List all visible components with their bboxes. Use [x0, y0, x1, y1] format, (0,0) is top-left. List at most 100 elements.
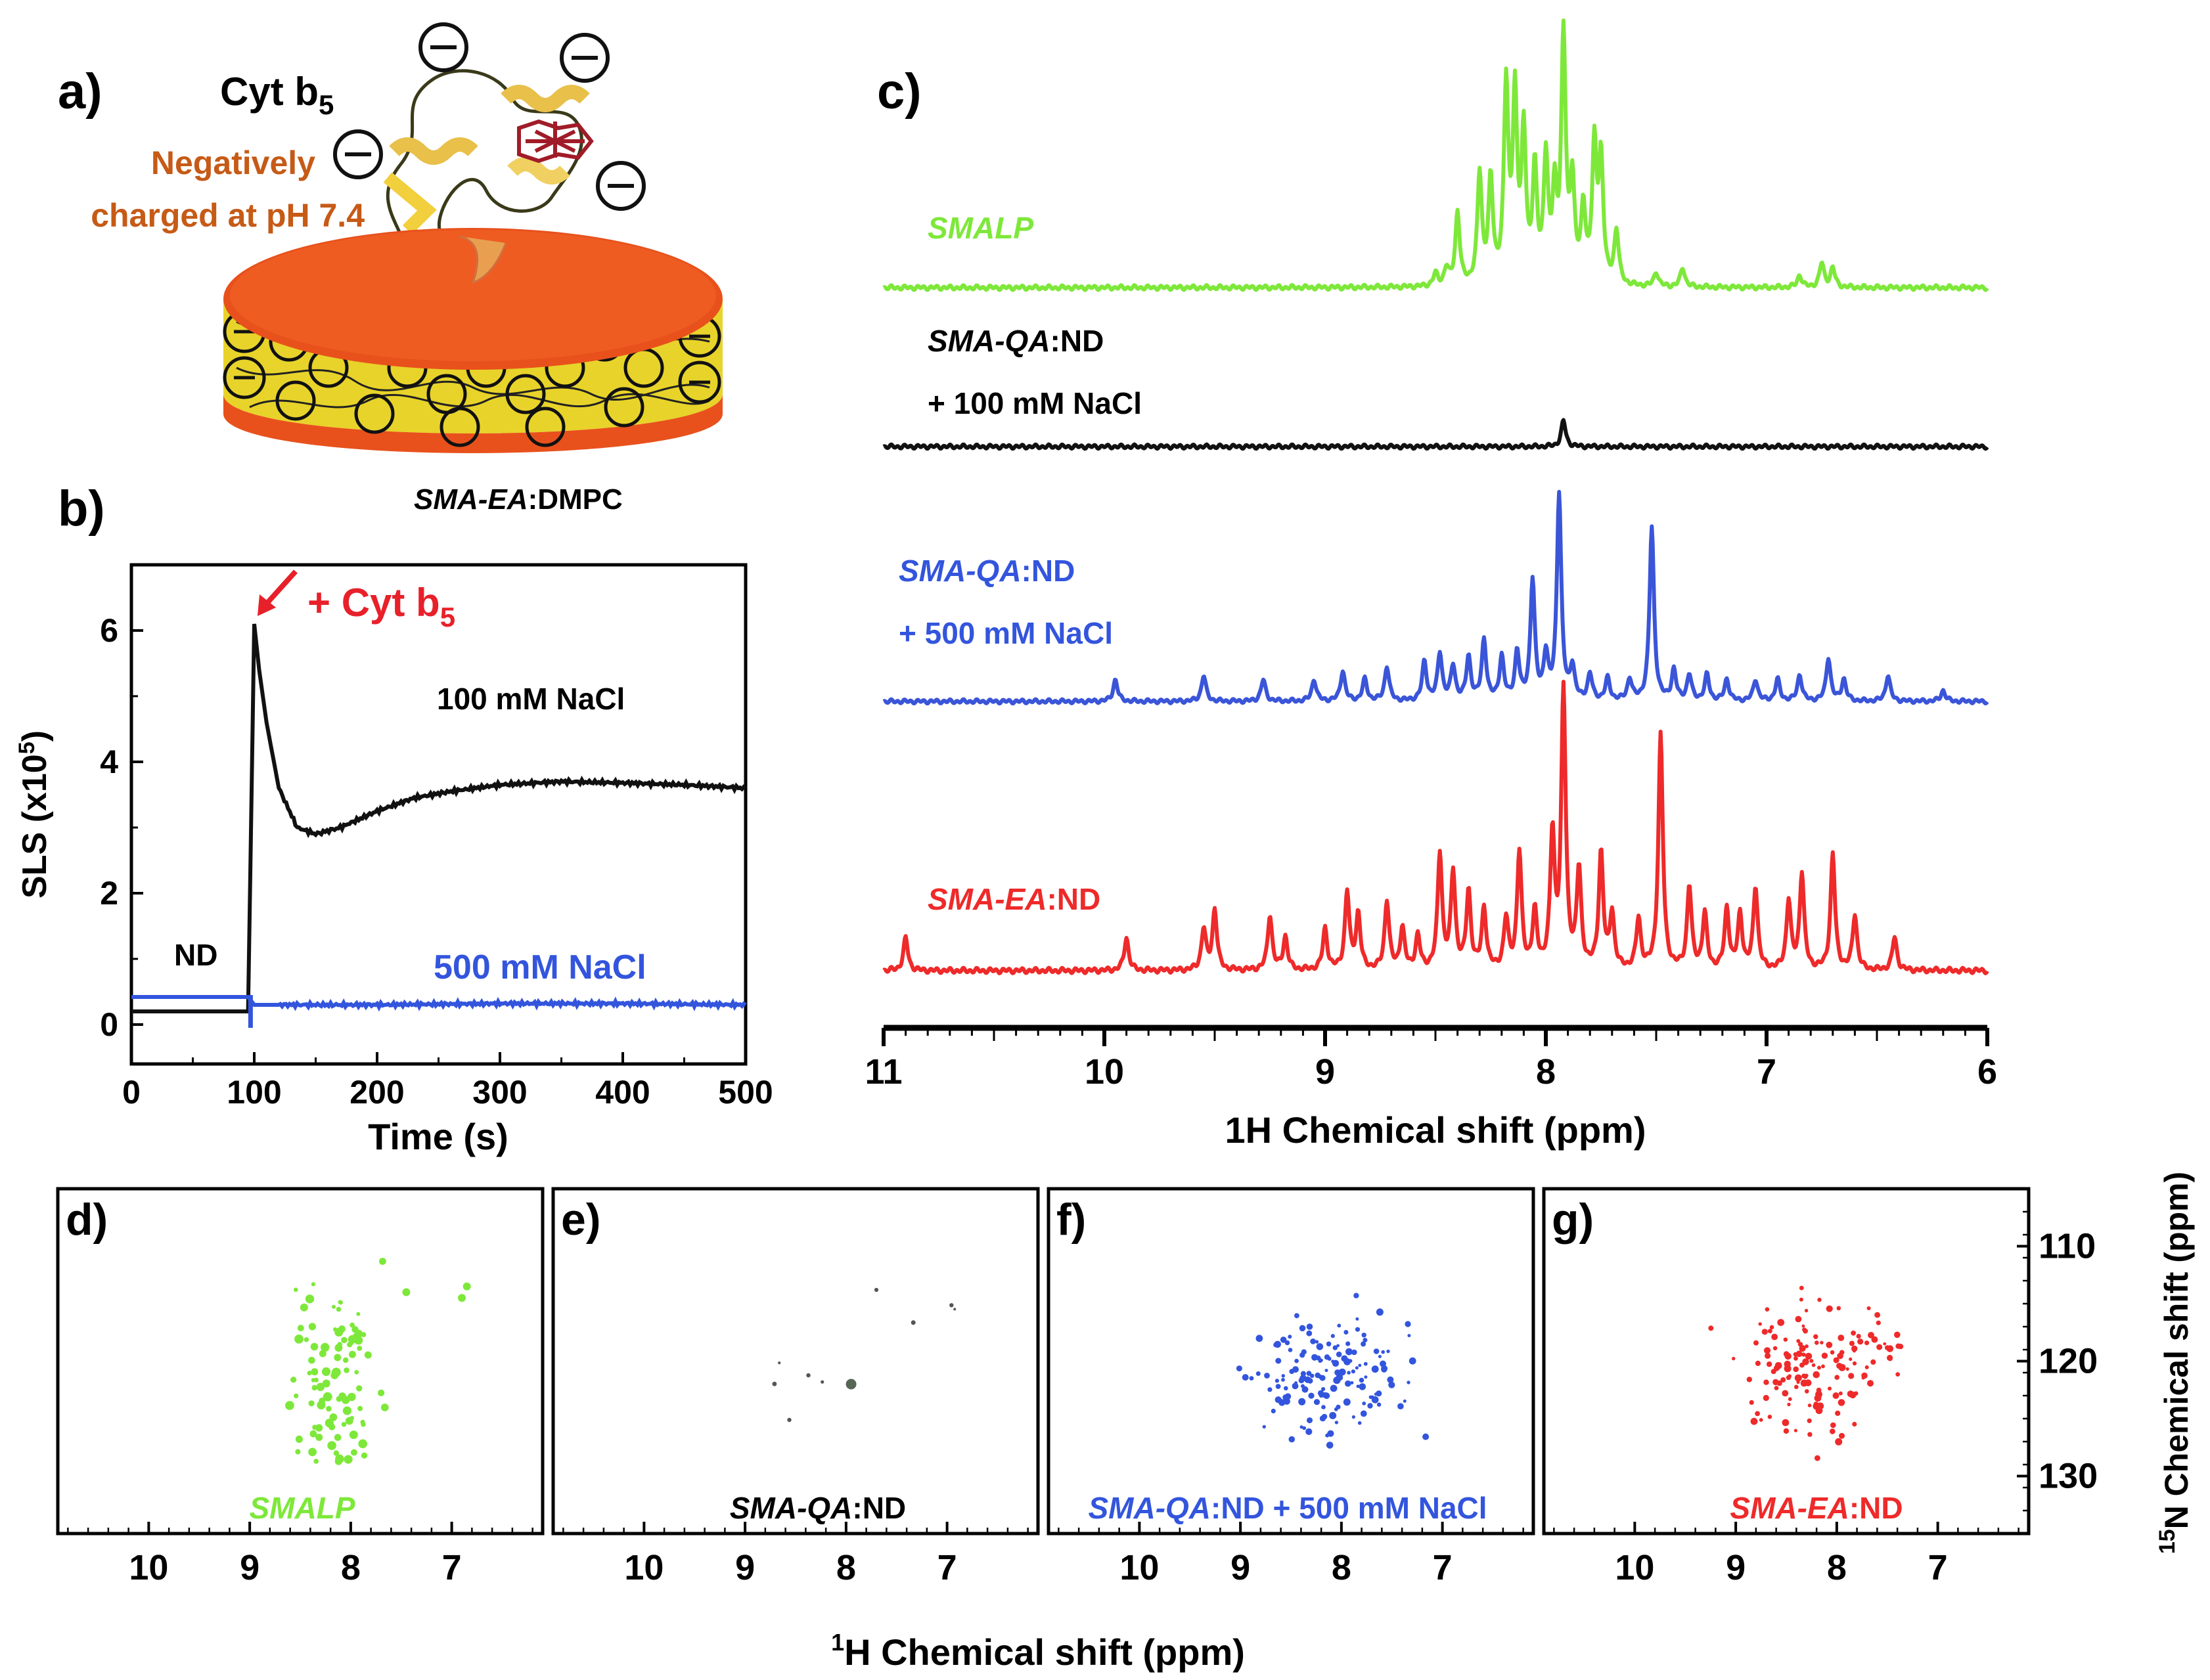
hsqc-peak-ea-nd: [1839, 1432, 1845, 1439]
hsqc-peak-smalp: [334, 1354, 342, 1361]
hsqc-x-tick-label: 7: [1433, 1548, 1453, 1587]
hsqc-peak-smalp: [379, 1258, 386, 1265]
hsqc-peak-ea-nd: [1886, 1345, 1894, 1352]
hsqc-peak-qa-nd-500: [1274, 1379, 1279, 1383]
hsqc-peak-qa-nd-500: [1294, 1313, 1299, 1319]
hsqc-peak-ea-nd: [1832, 1392, 1839, 1399]
hsqc-peak-smalp: [333, 1450, 340, 1456]
hsqc-peak-smalp: [325, 1419, 334, 1428]
hsqc-peak-ea-nd: [1816, 1387, 1822, 1393]
nanodisc-illustration: [223, 228, 723, 453]
hsqc-peak-smalp: [334, 1434, 342, 1441]
hsqc-peak-ea-nd: [1870, 1359, 1876, 1365]
hsqc-peak-ea-nd: [1750, 1417, 1758, 1425]
hsqc-peak-ea-nd: [1800, 1379, 1808, 1387]
hsqc-peak-smalp: [327, 1441, 336, 1450]
protein-name: Cyt b: [220, 70, 319, 114]
sls-x-tick-label: 500: [718, 1074, 773, 1111]
hsqc-peak-ea-nd: [1847, 1390, 1854, 1398]
hsqc-peak-qa-nd-500: [1407, 1381, 1410, 1384]
nmr-1d-tick-label: 9: [1315, 1052, 1335, 1092]
hsqc-peak-ea-nd: [1801, 1352, 1806, 1357]
minus-charge-icon: [560, 33, 610, 83]
hsqc-peak-smalp: [316, 1382, 325, 1392]
hsqc-peak-ea-nd: [1746, 1377, 1752, 1382]
hsqc-peak-smalp: [334, 1328, 344, 1337]
hsqc-peak-smalp: [308, 1400, 315, 1407]
hsqc-x-tick-label: 7: [1928, 1548, 1948, 1587]
hsqc-peak-ea-nd: [1835, 1438, 1843, 1446]
hsqc-peak-qa-nd-500: [1316, 1343, 1324, 1350]
hsqc-peak-qa-nd-500: [1308, 1392, 1315, 1399]
hsqc-peak-ea-nd: [1813, 1371, 1820, 1379]
hsqc-peak-qa-nd: [778, 1361, 781, 1365]
hsqc-peak-ea-nd: [1805, 1389, 1809, 1394]
hsqc-peak-qa-nd-500: [1332, 1345, 1338, 1350]
hsqc-peak-qa-nd-500: [1405, 1321, 1411, 1327]
hsqc-peak-ea-nd: [1845, 1367, 1849, 1371]
hsqc-peak-ea-nd: [1799, 1297, 1803, 1302]
hsqc-peak-smalp: [319, 1350, 327, 1358]
minus-charge-icon: [333, 129, 383, 179]
hsqc-peak-ea-nd: [1817, 1297, 1822, 1302]
hsqc-peak-smalp: [319, 1398, 326, 1404]
hsqc-peak-smalp: [344, 1367, 350, 1373]
hsqc-peak-smalp: [305, 1294, 315, 1304]
hsqc-peak-ea-nd: [1851, 1330, 1857, 1336]
hsqc-peak-qa-nd-500: [1368, 1395, 1372, 1399]
hsqc-peak-ea-nd: [1813, 1334, 1818, 1339]
hsqc-peak-qa-nd-500: [1324, 1369, 1328, 1373]
hsqc-peak-qa-nd-500: [1376, 1308, 1384, 1316]
hsqc-peak-smalp: [361, 1452, 368, 1459]
hsqc-peak-ea-nd: [1784, 1352, 1792, 1360]
panel-a-letter: a): [58, 64, 102, 120]
hsqc-peak-ea-nd: [1801, 1324, 1805, 1328]
hsqc-peak-smalp: [304, 1337, 309, 1342]
hsqc-peak-ea-nd: [1828, 1386, 1832, 1391]
hsqc-peak-smalp: [322, 1379, 330, 1388]
protein-charges: [333, 22, 646, 211]
hsqc-peak-qa-nd-500: [1281, 1374, 1286, 1378]
hsqc-peak-smalp: [347, 1342, 353, 1348]
hsqc-peak-ea-nd: [1821, 1364, 1825, 1369]
hsqc-peak-ea-nd: [1814, 1394, 1822, 1402]
hsqc-peak-ea-nd: [1857, 1338, 1864, 1345]
hsqc-peak-smalp: [378, 1389, 385, 1396]
hsqc-peak-qa-nd-500: [1321, 1413, 1328, 1420]
hsqc-peak-smalp: [343, 1357, 349, 1363]
hsqc-peak-ea-nd: [1852, 1361, 1857, 1366]
hsqc-peak-qa-nd-500: [1376, 1390, 1382, 1397]
hsqc-peak-qa-nd-500: [1274, 1396, 1282, 1404]
hsqc-y-axis-label-text: N Chemical shift (ppm): [2158, 1172, 2195, 1529]
protein-backbone: [386, 69, 583, 342]
hsqc-peak-qa-nd-500: [1358, 1363, 1362, 1367]
hsqc-peak-ea-nd: [1897, 1344, 1904, 1350]
hsqc-peak-ea-nd: [1805, 1352, 1813, 1360]
hsqc-peak-ea-nd: [1767, 1329, 1772, 1334]
hsqc-peak-ea-nd: [1876, 1344, 1883, 1350]
hsqc-peak-ea-nd: [1763, 1394, 1769, 1402]
hsqc-peak-smalp: [315, 1424, 323, 1432]
label-qa-nd-hsqc: SMA-QA:ND: [730, 1491, 906, 1525]
hsqc-peak-smalp: [350, 1322, 355, 1328]
hsqc-y-axis-label: 15N Chemical shift (ppm): [2155, 1172, 2195, 1554]
hsqc-peak-ea-nd: [1758, 1322, 1762, 1326]
hsqc-peak-ea-nd: [1830, 1422, 1836, 1428]
hsqc-peak-qa-nd-500: [1249, 1376, 1254, 1381]
hsqc-x-tick-label: 7: [937, 1548, 957, 1587]
hsqc-peak-ea-nd: [1708, 1325, 1714, 1331]
sls-axis-ticks: 0 100 200 300 400 500 0 2 4 6: [100, 612, 773, 1111]
hsqc-peak-ea-nd: [1763, 1347, 1771, 1354]
hsqc-peak-qa-nd-500: [1355, 1327, 1361, 1332]
hsqc-peak-ea-nd: [1795, 1350, 1803, 1358]
sls-y-axis-label-superscript: 5: [14, 741, 39, 754]
lipid-bottom-layer: [223, 394, 723, 453]
label-qa-nd-500-hsqc-italic: SMA-QA: [1088, 1491, 1211, 1525]
hsqc-x-tick-label: 9: [1726, 1548, 1746, 1587]
hsqc-peak-qa-nd-500: [1262, 1425, 1267, 1429]
hsqc-peak-ea-nd: [1763, 1379, 1769, 1385]
label-qa-nd-500-hsqc: SMA-QA:ND + 500 mM NaCl: [1088, 1491, 1487, 1525]
hsqc-peak-qa-nd-500: [1343, 1398, 1351, 1406]
cyt-b5-annotation: + Cyt b5: [307, 581, 455, 632]
label-qa-nd-500-italic: SMA-QA: [899, 554, 1022, 588]
